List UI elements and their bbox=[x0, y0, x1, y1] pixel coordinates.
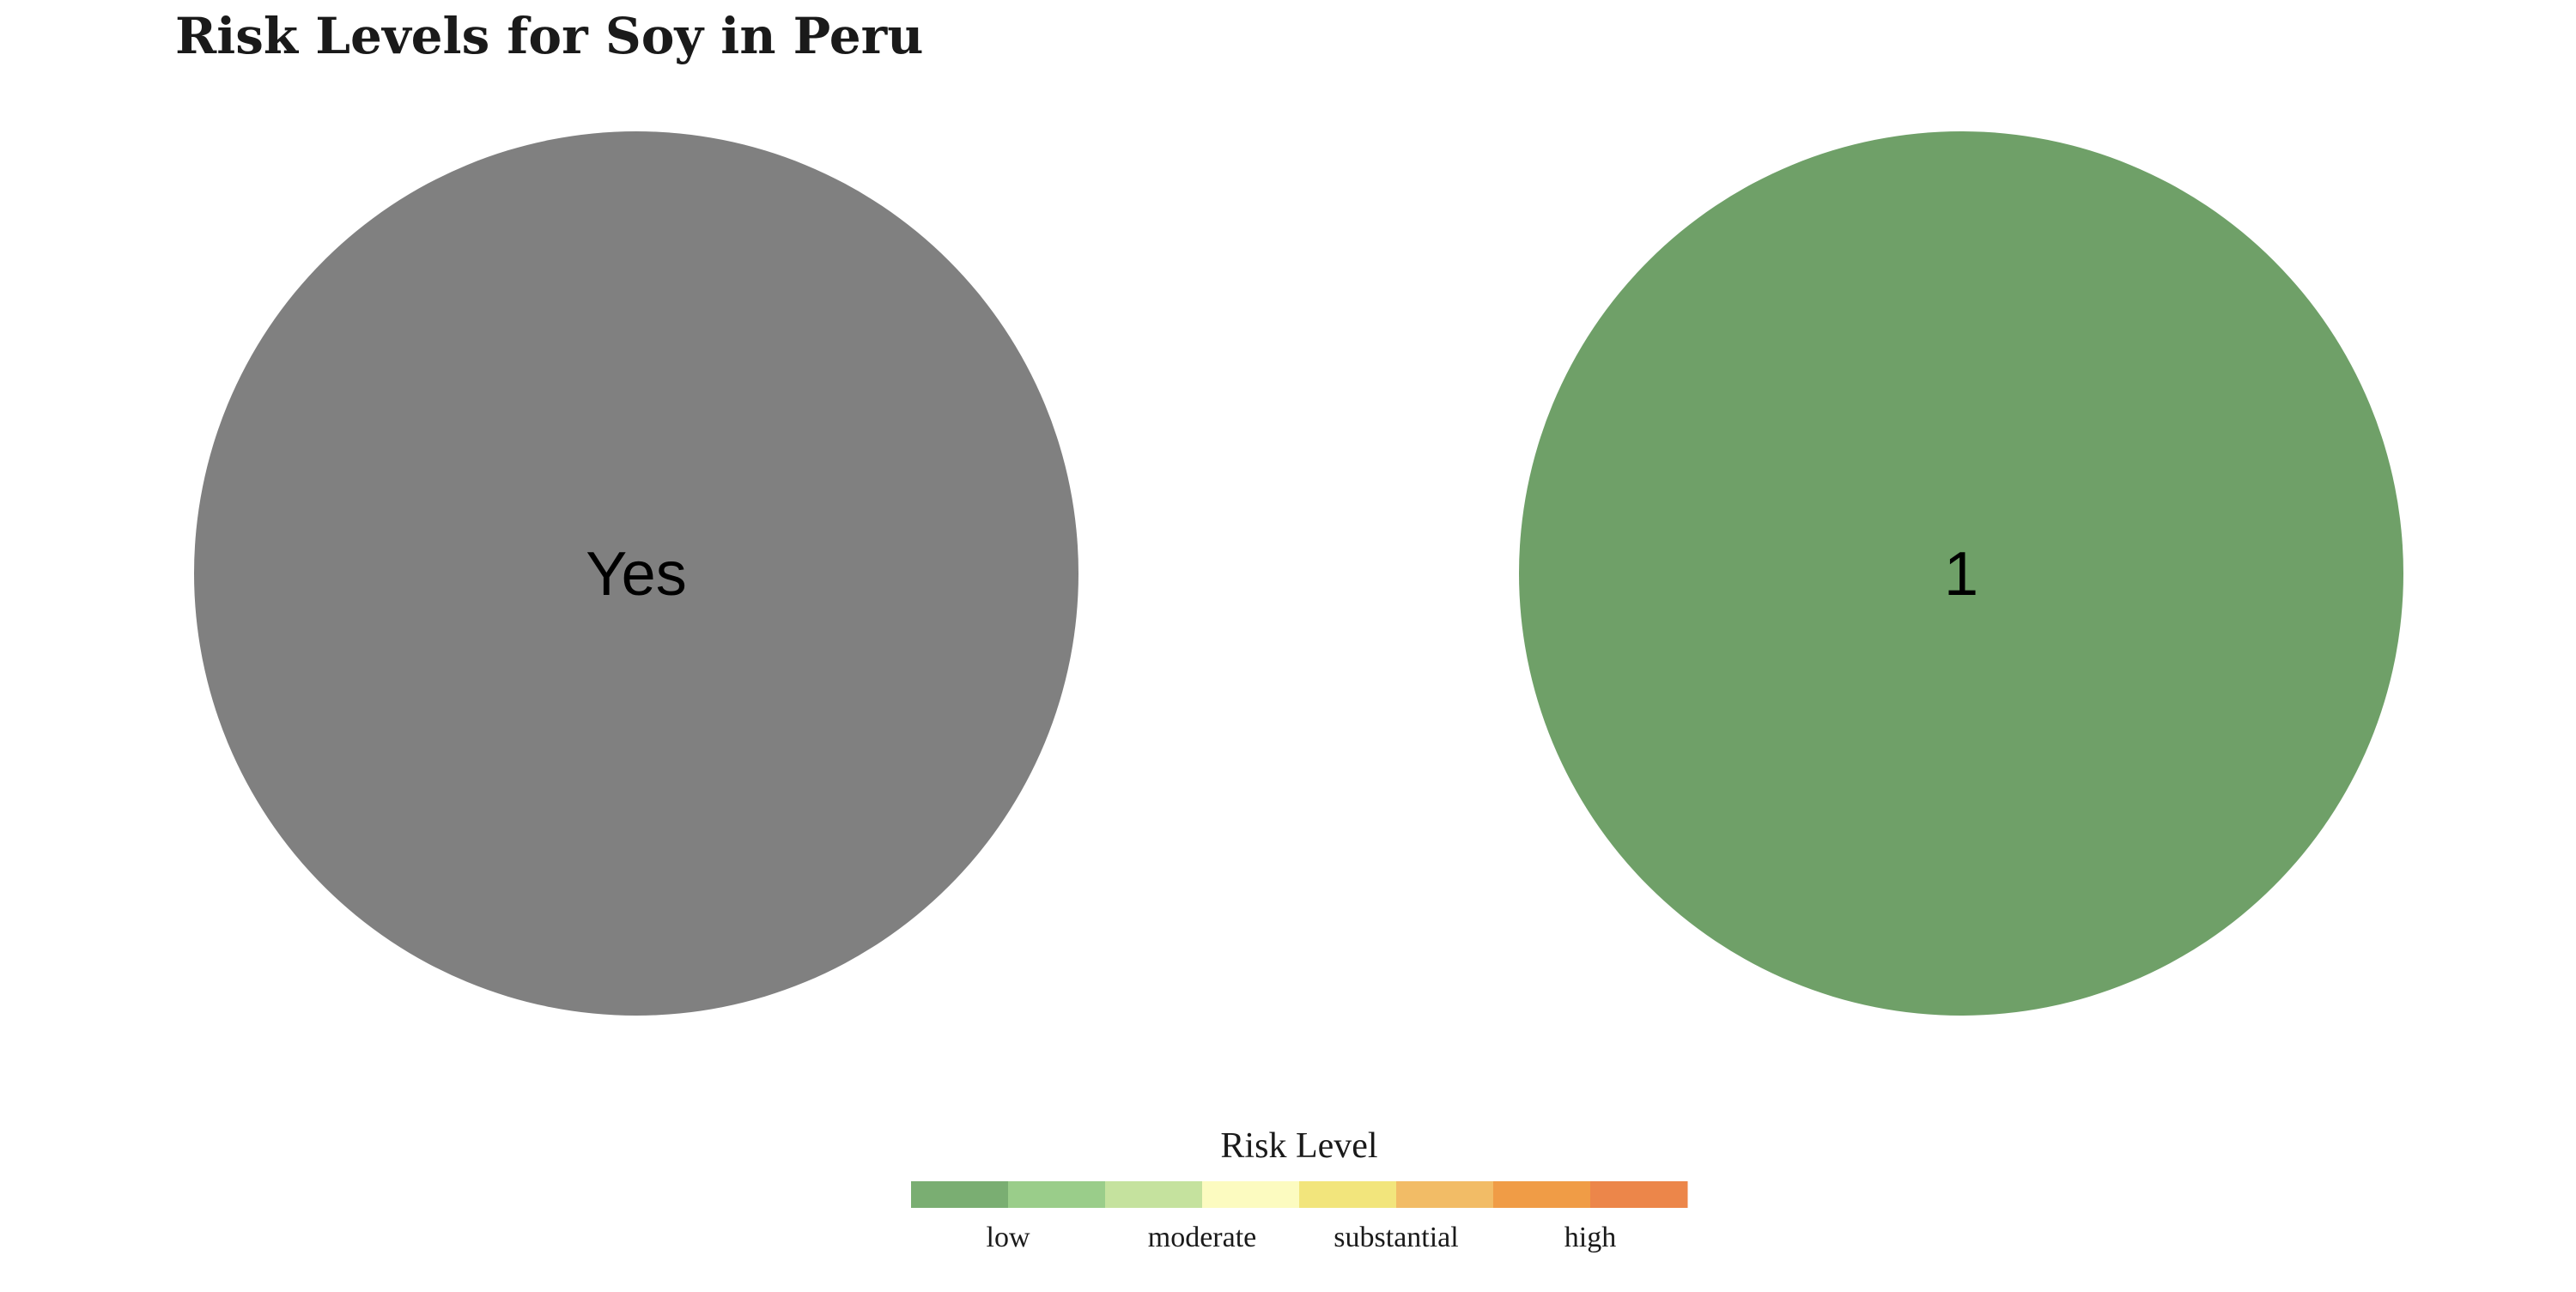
legend-swatch bbox=[1590, 1181, 1688, 1208]
legend-title: Risk Level bbox=[1220, 1126, 1377, 1166]
legend-tick-label: high bbox=[1564, 1222, 1616, 1253]
pie-slice-label: Yes bbox=[586, 540, 686, 609]
pie-panel: 1 bbox=[1519, 131, 2403, 1016]
legend-swatches bbox=[911, 1181, 1688, 1208]
pie-slice-label: 1 bbox=[1944, 540, 1978, 609]
chart-title: Risk Levels for Soy in Peru bbox=[175, 7, 923, 65]
pie-slice bbox=[1519, 131, 2403, 1016]
legend-tick-label: moderate bbox=[1148, 1222, 1257, 1253]
legend: Risk Level low moderate substantial high bbox=[911, 1126, 1688, 1253]
legend-swatch bbox=[1493, 1181, 1591, 1208]
legend-swatch bbox=[1299, 1181, 1397, 1208]
legend-tick-label: substantial bbox=[1334, 1222, 1458, 1253]
pie-slice bbox=[194, 131, 1078, 1016]
legend-swatch bbox=[1396, 1181, 1494, 1208]
pie-panels: Yes 1 bbox=[194, 131, 2403, 1016]
legend-tick-label: low bbox=[987, 1222, 1030, 1253]
legend-swatch bbox=[911, 1181, 1009, 1208]
legend-swatch bbox=[1008, 1181, 1106, 1208]
legend-swatch bbox=[1202, 1181, 1300, 1208]
legend-ticks: low moderate substantial high bbox=[987, 1222, 1617, 1253]
legend-swatch bbox=[1105, 1181, 1203, 1208]
pie-panel: Yes bbox=[194, 131, 1078, 1016]
